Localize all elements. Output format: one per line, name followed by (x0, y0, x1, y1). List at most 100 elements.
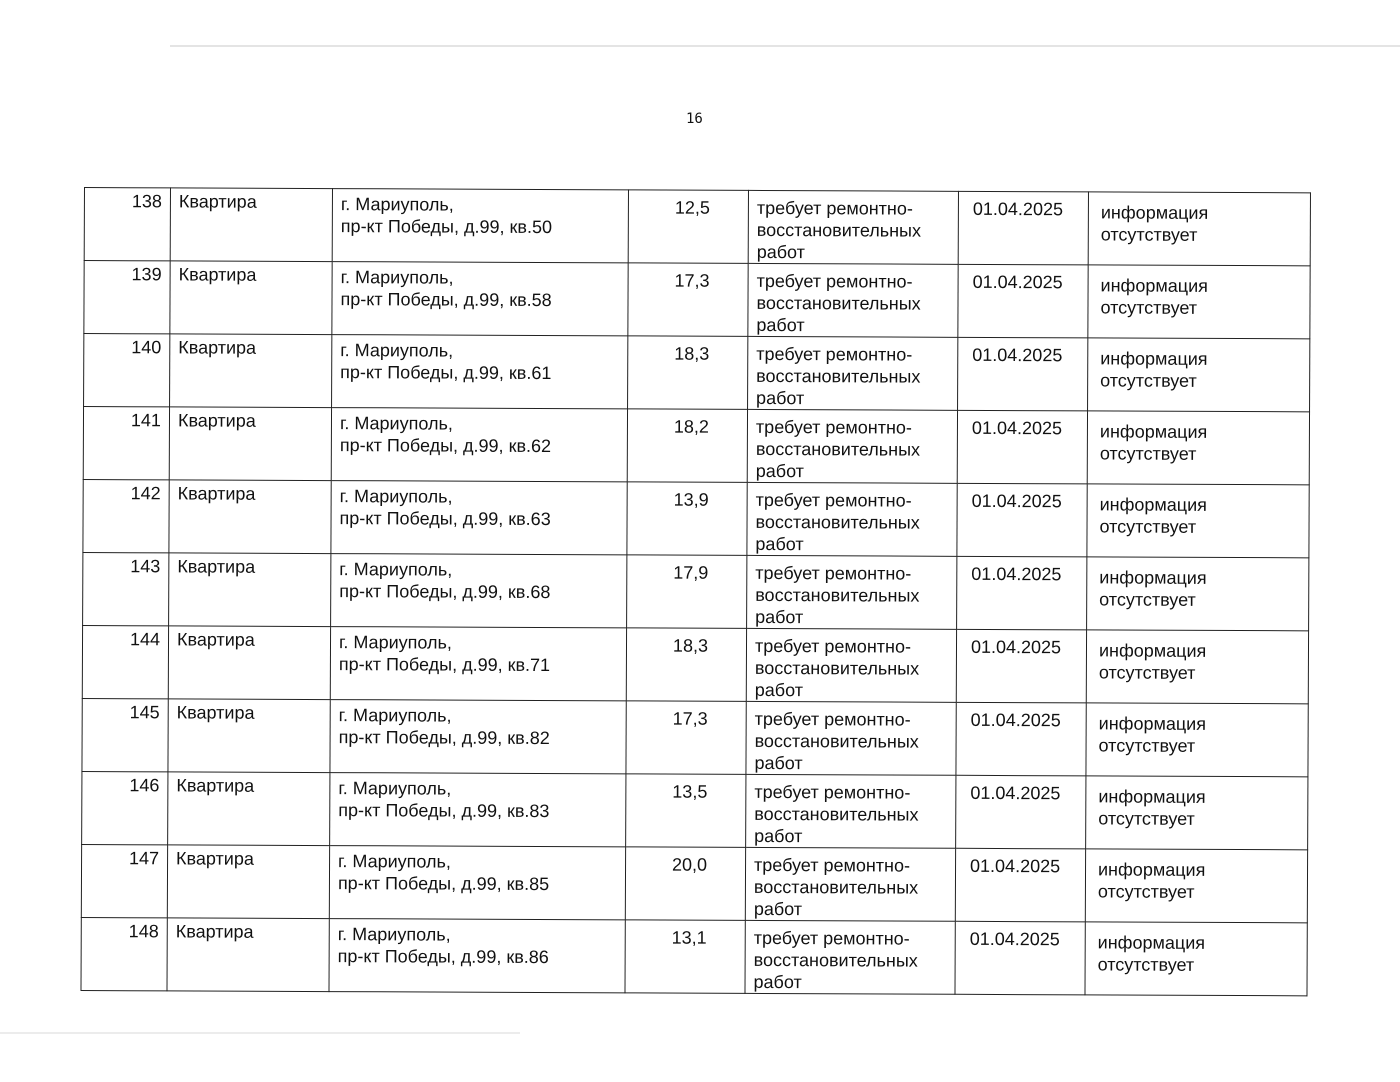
condition-cell: требует ремонтно-восстановительных работ (748, 190, 959, 265)
address-text: г. Мариуполь, (338, 851, 451, 872)
object-type-cell: Квартира (168, 552, 331, 627)
row-number-text: 146 (129, 775, 160, 796)
condition-text: требует ремонтно-восстановительных работ (754, 635, 920, 701)
row-number-text: 144 (129, 629, 161, 650)
row-number-text: 147 (128, 848, 160, 869)
area-text: 17,9 (673, 562, 709, 583)
address-text: пр-кт Победы, д.99, кв.58 (340, 289, 552, 311)
area-cell: 18,2 (627, 408, 748, 483)
information-text: информация отсутствует (1098, 640, 1207, 683)
condition-text: требует ремонтно-восстановительных работ (756, 343, 921, 409)
information-text: информация отсутствует (1099, 567, 1207, 610)
address-text: пр-кт Победы, д.99, кв.50 (340, 216, 553, 238)
row-number-cell: 148 (80, 917, 168, 991)
area-cell: 17,3 (625, 700, 747, 775)
row-number-text: 145 (129, 702, 160, 723)
object-type-text: Квартира (178, 191, 257, 212)
address-cell: г. Мариуполь, пр-кт Победы, д.99, кв.82 (329, 699, 627, 774)
area-text: 17,3 (672, 708, 708, 729)
table-row: 138 Квартира г. Мариуполь, пр-кт Победы, д.… (84, 187, 1311, 266)
address-text: пр-кт Победы, д.99, кв.62 (339, 435, 552, 457)
address-text: г. Мариуполь, (340, 267, 454, 288)
information-cell: информация отсутствует (1086, 483, 1310, 558)
information-text: информация отсутствует (1097, 932, 1206, 975)
date-text: 01.04.2025 (970, 782, 1061, 804)
area-cell: 18,3 (626, 627, 747, 702)
row-number-cell: 145 (81, 698, 169, 772)
row-number-text: 148 (128, 921, 159, 942)
condition-cell: требует ремонтно-восстановительных работ (747, 263, 959, 338)
address-text: г. Мариуполь, (339, 413, 453, 434)
information-cell: информация отсутствует (1086, 556, 1309, 631)
row-number-cell: 139 (83, 260, 171, 334)
area-cell: 17,3 (627, 262, 749, 337)
condition-cell: требует ремонтно-восстановительных работ (747, 409, 958, 484)
row-number-cell: 147 (81, 844, 168, 918)
condition-text: требует ремонтно-восстановительных работ (756, 270, 921, 336)
address-text: пр-кт Победы, д.99, кв.86 (337, 946, 549, 968)
information-cell: информация отсутствует (1087, 264, 1311, 339)
information-cell: информация отсутствует (1084, 921, 1308, 996)
area-cell: 13,5 (625, 773, 746, 848)
information-text: информация отсутствует (1100, 202, 1209, 245)
object-type-text: Квартира (177, 483, 256, 504)
information-text: информация отсутствует (1100, 348, 1208, 391)
date-cell: 01.04.2025 (955, 848, 1086, 922)
area-text: 12,5 (674, 197, 710, 218)
address-text: г. Мариуполь, (338, 778, 452, 799)
address-cell: г. Мариуполь, пр-кт Победы, д.99, кв.61 (331, 334, 628, 409)
address-text: пр-кт Победы, д.99, кв.68 (339, 581, 551, 603)
object-type-text: Квартира (177, 556, 256, 577)
condition-cell: требует ремонтно-восстановительных работ (745, 701, 957, 776)
address-text: г. Мариуполь, (338, 705, 452, 726)
row-number-text: 138 (131, 191, 162, 212)
row-number-cell: 143 (82, 552, 169, 626)
area-text: 18,3 (674, 343, 710, 364)
date-cell: 01.04.2025 (958, 191, 1089, 265)
condition-cell: требует ремонтно-восстановительных работ (746, 482, 958, 557)
area-text: 13,9 (673, 489, 709, 510)
area-text: 20,0 (671, 854, 708, 875)
property-table: 138 Квартира г. Мариуполь, пр-кт Победы, д.… (80, 187, 1311, 996)
date-cell: 01.04.2025 (957, 410, 1088, 484)
object-type-text: Квартира (178, 264, 257, 285)
address-text: г. Мариуполь, (339, 559, 453, 580)
condition-cell: требует ремонтно-восстановительных работ (745, 774, 956, 849)
information-text: информация отсутствует (1100, 275, 1208, 318)
address-text: г. Мариуполь, (340, 340, 454, 361)
scan-edge-bottom (0, 1032, 520, 1034)
row-number-cell: 138 (84, 187, 171, 261)
address-cell: г. Мариуполь, пр-кт Победы, д.99, кв.68 (330, 553, 627, 628)
table-row: 148 Квартира г. Мариуполь, пр-кт Победы, д.… (80, 917, 1308, 996)
address-cell: г. Мариуполь, пр-кт Победы, д.99, кв.62 (331, 407, 628, 482)
object-type-cell: Квартира (167, 698, 331, 773)
table-row: 146 Квартира г. Мариуполь, пр-кт Победы, д.… (81, 771, 1308, 850)
table-row: 140 Квартира г. Мариуполь, пр-кт Победы, д.… (83, 333, 1310, 412)
row-number-text: 139 (131, 264, 162, 285)
object-type-text: Квартира (176, 848, 254, 869)
area-text: 17,3 (674, 270, 710, 291)
area-text: 13,5 (672, 781, 708, 802)
information-cell: информация отсутствует (1087, 337, 1310, 412)
table-row: 145 Квартира г. Мариуполь, пр-кт Победы, д.… (81, 698, 1309, 777)
row-number-text: 141 (130, 410, 162, 431)
date-cell: 01.04.2025 (957, 264, 1089, 338)
date-text: 01.04.2025 (969, 928, 1060, 950)
object-type-text: Квартира (177, 410, 256, 431)
date-cell: 01.04.2025 (954, 921, 1086, 995)
table-row: 142 Квартира г. Мариуполь, пр-кт Победы, д.… (82, 479, 1310, 558)
date-cell: 01.04.2025 (956, 629, 1087, 703)
condition-cell: требует ремонтно-восстановительных работ (747, 336, 958, 411)
date-text: 01.04.2025 (971, 490, 1062, 512)
information-text: информация отсутствует (1099, 421, 1208, 464)
condition-text: требует ремонтно-восстановительных работ (755, 489, 920, 555)
object-type-cell: Квартира (167, 844, 330, 919)
object-type-text: Квартира (175, 921, 254, 942)
condition-text: требует ремонтно-восстановительных работ (755, 562, 920, 628)
area-cell: 12,5 (628, 189, 749, 264)
date-cell: 01.04.2025 (957, 337, 1088, 411)
page-number: 16 (686, 111, 703, 127)
row-number-cell: 141 (83, 406, 170, 480)
condition-cell: требует ремонтно-восстановительных работ (746, 555, 957, 630)
area-text: 18,3 (672, 635, 709, 656)
